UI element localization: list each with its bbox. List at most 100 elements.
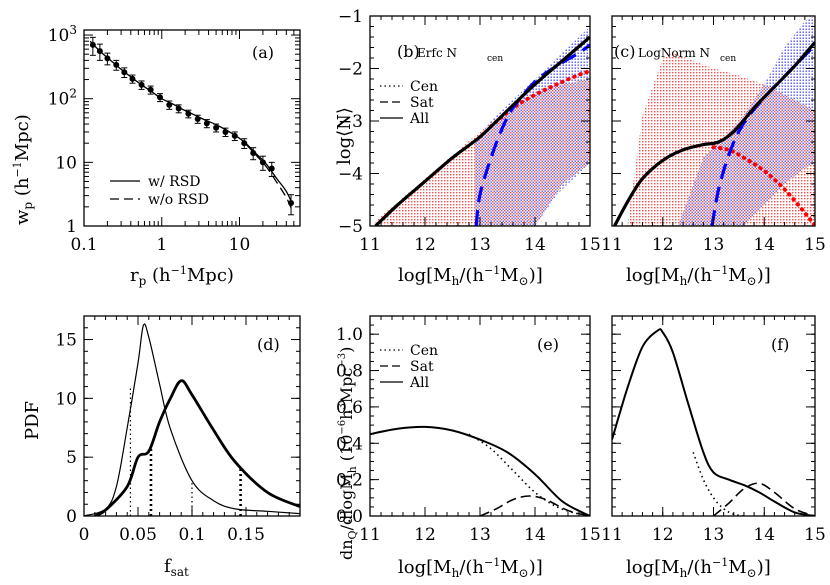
xtick-label-e: 13 <box>469 525 491 545</box>
ytick-label-e: 0.0 <box>336 507 363 527</box>
xtick-label-c: 11 <box>601 235 623 255</box>
xtick-label-b: 14 <box>524 235 546 255</box>
ytick-label-d: 5 <box>66 448 77 468</box>
ytick-label-d: 0 <box>66 507 77 527</box>
panel-c: 11 12 13 14 15 <box>601 15 826 255</box>
series-cen <box>692 452 745 516</box>
panel-label-a: (a) <box>252 43 274 62</box>
panel-b: 11 12 13 14 15 −5 −4 −3 −2 −1 <box>338 7 601 255</box>
ytick-label-d: 10 <box>55 389 77 409</box>
legend-e-sat-label: Sat <box>410 359 434 375</box>
legend-a-dashed-label: w/o RSD <box>148 192 209 208</box>
ylabel-d: PDF <box>22 401 43 440</box>
ytick-label-a: 103 <box>48 23 77 46</box>
panel-title-b: Erfc N <box>417 46 457 60</box>
panel-label-e: (e) <box>537 335 559 354</box>
data-point <box>185 110 192 117</box>
xtick-label-d: 0.05 <box>119 525 157 545</box>
data-point <box>157 94 164 101</box>
xtick-label-f: 14 <box>753 525 775 545</box>
xtick-label-f: 11 <box>601 525 623 545</box>
panel-e: 11 12 13 14 15 0.0 0.2 0.4 0.6 0.8 1.0 <box>336 315 601 545</box>
legend-e-all-label: All <box>409 375 430 391</box>
series-all <box>612 328 815 516</box>
ytick-label-b: −2 <box>338 60 363 80</box>
frame-a <box>83 29 301 227</box>
xtick-label-e: 15 <box>579 525 601 545</box>
legend-a-solid-label: w/ RSD <box>148 174 201 190</box>
band-blue <box>474 26 590 226</box>
ylabel-e: dnQ/dlogMh (10−6h3Mpc−3) <box>337 347 359 560</box>
ytick-label-e: 0.2 <box>336 471 363 491</box>
data-point <box>89 41 96 48</box>
ytick-label-e: 0.8 <box>336 362 363 382</box>
series-sat <box>474 43 590 226</box>
ylabel-a: wp (h−1Mpc) <box>11 114 35 225</box>
xtick-label-d: 0.15 <box>227 525 265 545</box>
ytick-label-d: 15 <box>55 331 77 351</box>
series-thick <box>94 379 300 516</box>
xtick-label-f: 15 <box>804 525 826 545</box>
ytick-label-a: 10 <box>55 153 77 173</box>
data-point <box>288 199 295 206</box>
data-point <box>175 105 182 112</box>
xtick-label-c: 12 <box>652 235 674 255</box>
ytick-label-e: 0.4 <box>336 434 363 454</box>
series-cen <box>711 145 815 226</box>
xlabel-c: log[Mh/(h−1M⊙)] <box>626 264 771 288</box>
panel-title-c: LogNorm N <box>638 46 710 60</box>
legend-b: Cen Sat All <box>380 79 438 127</box>
xtick-label-e: 12 <box>414 525 436 545</box>
data-point <box>250 150 257 157</box>
xtick-label-a: 10 <box>229 235 251 255</box>
legend-e: Cen Sat All <box>380 343 438 391</box>
legend-a: w/ RSD w/o RSD <box>110 174 209 208</box>
ytick-label-e: 1.0 <box>336 325 363 345</box>
panel-title-sub-b: cen <box>487 54 503 64</box>
data-point <box>241 140 248 147</box>
legend-b-sat-label: Sat <box>410 95 434 111</box>
series-all <box>374 35 590 226</box>
series-sat <box>479 495 590 516</box>
panel-title-sub-c: cen <box>720 54 736 64</box>
xtick-label-d: 0.1 <box>178 525 205 545</box>
xlabel-e: log[Mh/(h−1M⊙)] <box>398 556 543 580</box>
ytick-label-a: 102 <box>48 87 77 110</box>
plot-area-a <box>89 36 295 216</box>
ytick-label-e: 0.6 <box>336 398 363 418</box>
ytick-label-b: −5 <box>338 217 363 237</box>
series-all <box>613 41 815 226</box>
panel-label-c: (c) <box>614 42 635 61</box>
plot-area-f <box>612 328 815 516</box>
xtick-label-e: 14 <box>524 525 546 545</box>
data-point <box>259 159 266 166</box>
panel-f: 11 12 13 14 15 <box>601 315 826 545</box>
xtick-label-b: 13 <box>469 235 491 255</box>
data-point <box>222 128 229 135</box>
panel-label-f: (f) <box>771 335 789 354</box>
data-point <box>231 132 238 139</box>
data-point <box>96 48 103 55</box>
data-point <box>166 101 173 108</box>
xtick-label-a: 0.1 <box>70 235 97 255</box>
data-point <box>268 165 275 172</box>
series-all <box>370 425 590 516</box>
data-point <box>104 55 111 62</box>
ytick-label-b: −4 <box>338 165 363 185</box>
xtick-label-c: 15 <box>804 235 826 255</box>
data-point <box>121 69 128 76</box>
xtick-label-b: 12 <box>414 235 436 255</box>
plot-area-c <box>613 16 815 226</box>
xtick-label-e: 11 <box>359 525 381 545</box>
data-point <box>213 124 220 131</box>
xlabel-d: fsat <box>164 556 189 579</box>
ytick-label-b: −1 <box>338 7 363 27</box>
series-thin <box>84 323 300 516</box>
data-point <box>113 61 120 68</box>
xtick-label-f: 13 <box>703 525 725 545</box>
ytick-label-b: −3 <box>338 112 363 132</box>
data-point <box>138 81 145 88</box>
xtick-label-d: 0 <box>79 525 90 545</box>
xtick-label-f: 12 <box>652 525 674 545</box>
